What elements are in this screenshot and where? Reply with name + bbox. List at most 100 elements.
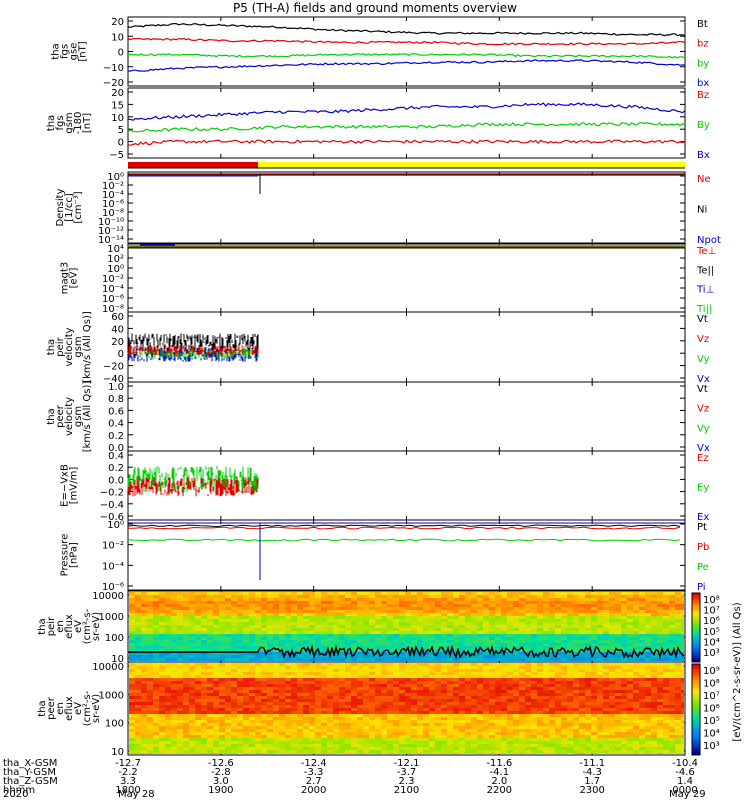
x-axis-value: 1800 <box>115 785 140 796</box>
y-axis-label: (cm²-s- <box>82 608 93 644</box>
colorbar-top-frame <box>691 592 701 663</box>
y-axis-label: tha <box>46 408 57 424</box>
y-axis-label: eflux <box>64 696 75 721</box>
y-tick-label: 5 <box>118 125 124 136</box>
y-axis-label: eV <box>73 702 84 715</box>
y-axis-label: tha <box>46 115 57 131</box>
legend-entry: bx <box>697 78 709 89</box>
y-tick-label: 10000 <box>92 591 124 602</box>
y-tick-label: 10⁻¹² <box>98 226 124 237</box>
x-axis-value: 1900 <box>208 785 233 796</box>
x-axis-value: -2.2 <box>118 767 138 778</box>
y-tick-label: 10⁻² <box>102 274 124 285</box>
y-tick-label: 10⁰ <box>107 520 124 531</box>
colorbar-bottom-cell <box>692 677 700 681</box>
colorbar-top-cell <box>692 656 700 660</box>
y-tick-label: −0.2 <box>100 488 124 499</box>
x-axis-value: 1.7 <box>584 776 600 787</box>
legend-entry: by <box>697 58 709 69</box>
y-axis-label: (cm²-s- <box>82 690 93 726</box>
y-axis-label: en <box>55 620 66 633</box>
y-tick-label: 10⁻² <box>102 541 124 552</box>
series-line-bz <box>127 37 686 46</box>
y-tick-label: 10000 <box>92 662 124 673</box>
colorbar-top-cell <box>692 618 700 622</box>
y-tick-label: 10² <box>107 254 124 265</box>
y-tick-label: 0.8 <box>108 394 124 405</box>
y-tick-label: 10⁻⁴ <box>102 284 124 295</box>
mode-bar-red <box>128 162 258 168</box>
x-axis-value: -10.4 <box>672 758 698 769</box>
legend-entry: Ey <box>697 483 709 494</box>
x-axis-date-end: May 29 <box>669 789 706 800</box>
colorbar-bottom-cell <box>692 673 700 676</box>
colorbar-top-cell <box>692 603 700 606</box>
legend-entry: By <box>697 120 710 131</box>
y-axis-label: [km/s (All Qs)] <box>82 311 93 383</box>
colorbar-top-cell <box>692 648 700 651</box>
x-axis-value: -2.8 <box>211 767 231 778</box>
y-axis-label: sr-eV) <box>91 694 102 723</box>
colorbar-top-cell <box>692 617 700 620</box>
legend-entry: Vy <box>697 423 710 434</box>
y-tick-label: 1.0 <box>108 382 124 393</box>
series-line-Pe <box>127 538 681 542</box>
colorbar-top-cell <box>692 624 700 627</box>
colorbar-bottom-cell <box>692 664 700 667</box>
y-tick-label: 100 <box>105 633 124 644</box>
y-tick-label: 10⁻⁴ <box>102 190 124 201</box>
y-tick-label: 0.2 <box>108 431 124 442</box>
colorbar-top-cell <box>692 660 700 663</box>
colorbar-bottom-cell <box>692 670 700 674</box>
y-axis-label: [cm⁻³] <box>73 191 84 223</box>
legend-entry: Vy <box>697 354 710 365</box>
plot-title: P5 (TH-A) fields and ground moments over… <box>233 1 517 15</box>
legend-entry: Vx <box>697 443 710 454</box>
colorbar-bottom-cell <box>692 711 700 715</box>
x-axis-value: -12.1 <box>394 758 420 769</box>
y-axis-label: peir <box>55 336 66 356</box>
colorbar-bottom-cell <box>692 691 700 695</box>
colorbar-top-cell <box>692 629 700 632</box>
colorbar-top-tick: 10⁷ <box>703 606 720 617</box>
y-tick-label: 20 <box>111 337 124 348</box>
series-line-Pb <box>128 526 681 530</box>
y-tick-label: 0 <box>118 349 124 360</box>
y-tick-label: 10 <box>111 113 124 124</box>
y-axis-label: velocity <box>64 397 75 436</box>
colorbar-bottom-cell <box>692 734 700 738</box>
x-axis-value: -12.4 <box>301 758 327 769</box>
colorbar-top-tick: 10⁴ <box>703 637 720 648</box>
y-axis-label: tha <box>37 700 48 716</box>
colorbar-bottom-cell <box>692 707 700 710</box>
x-axis-year: 2020 <box>3 789 28 800</box>
series-noise-Ez <box>127 477 259 497</box>
colorbar-top-cell <box>692 594 700 597</box>
x-axis-value: 2300 <box>579 785 604 796</box>
legend-entry: Pi <box>697 582 706 593</box>
colorbar-top-cell <box>692 658 700 661</box>
y-axis-label: [nPa] <box>69 542 80 568</box>
colorbar-bottom-tick: 10⁸ <box>703 679 720 690</box>
x-axis-value: 0000 <box>672 785 697 796</box>
y-tick-label: 10 <box>111 747 124 758</box>
colorbar-bottom-cell <box>692 682 700 685</box>
y-tick-label: 1000 <box>99 612 124 623</box>
y-tick-label: 10⁴ <box>107 244 124 255</box>
colorbar-bottom-cell <box>692 689 700 692</box>
y-axis-label: gsm <box>64 112 75 133</box>
y-axis-label: [km/s (All Qs)] <box>82 381 93 453</box>
legend-entry: Vt <box>697 384 708 395</box>
y-tick-label: 10⁻⁶ <box>102 582 124 593</box>
colorbar-top-tick: 10⁵ <box>703 627 720 638</box>
colorbar-bottom-tick: 10³ <box>703 741 720 752</box>
y-tick-label: 10⁻⁶ <box>102 294 124 305</box>
legend-entry: Bx <box>697 150 710 161</box>
y-tick-label: −0.4 <box>100 500 124 511</box>
x-axis-value: 3.3 <box>120 776 136 787</box>
series-noise-Vt <box>127 333 259 351</box>
legend-entry: Vz <box>697 404 709 415</box>
x-axis-value: -3.7 <box>397 767 417 778</box>
y-tick-label: 15 <box>111 100 124 111</box>
